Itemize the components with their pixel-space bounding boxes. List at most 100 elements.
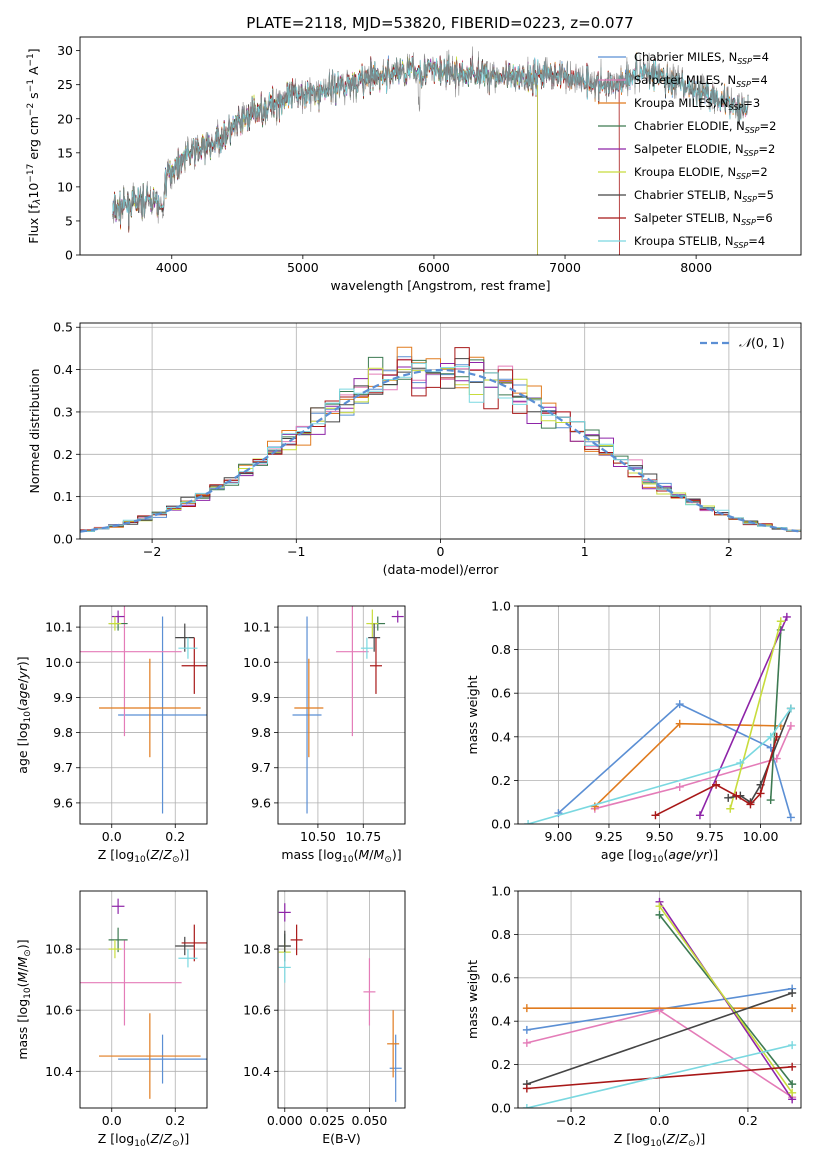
y-tick-label: 10.4 [45, 1064, 73, 1079]
series-marker [746, 800, 755, 809]
y-tick-label: 10.6 [45, 1003, 73, 1018]
x-tick-label: −2 [143, 544, 161, 559]
series-line [557, 703, 792, 818]
y-tick-label: 0.8 [491, 642, 511, 657]
series-marker [675, 782, 684, 791]
y-tick-label: 0.3 [53, 404, 73, 419]
y-tick-label: 0.8 [491, 927, 511, 942]
plot-area [80, 898, 207, 1099]
series-marker [766, 732, 775, 741]
y-tick-label: 0.4 [491, 1014, 511, 1029]
series-marker [782, 612, 791, 621]
series-marker [786, 704, 795, 713]
grid [80, 891, 207, 1108]
y-tick-label: 9.6 [251, 795, 271, 810]
x-tick-label: 8000 [680, 260, 712, 275]
x-tick-label: 0.0 [650, 1113, 670, 1128]
series-line [526, 1066, 793, 1090]
series-marker [788, 1062, 797, 1071]
series-marker [522, 1104, 531, 1108]
y-axis-label: mass [log10(M/M⊙)] [15, 939, 33, 1059]
legend-label: Salpeter STELIB, NSSP=6 [634, 211, 773, 227]
x-tick-label: −0.2 [556, 1113, 586, 1128]
axes-frame [79, 890, 208, 1109]
series-line [526, 1044, 793, 1108]
y-tick-label: 0.5 [53, 320, 73, 335]
axes-frame [277, 605, 406, 825]
y-tick-label: 0.2 [491, 773, 511, 788]
mass-vs-Z-panel: 0.0 0.2 10.4 10.6 10.8 Z [log10(Z/Z⊙)] mass [l… [15, 890, 208, 1149]
y-tick-label: 9.8 [53, 725, 73, 740]
y-tick-label: 0 [65, 248, 73, 263]
x-tick-label: 10.00 [743, 829, 779, 844]
y-tick-label: 5 [65, 213, 73, 228]
axes-frame [277, 890, 406, 1109]
x-tick-label: 0.0 [102, 829, 122, 844]
axes-frame [517, 890, 802, 1109]
series-marker [776, 617, 785, 626]
series-marker [732, 791, 741, 800]
x-tick-label: 9.25 [595, 829, 623, 844]
y-tick-label: 10.8 [243, 942, 271, 957]
y-tick-label: 9.9 [251, 690, 271, 705]
legend-label: Salpeter ELODIE, NSSP=2 [634, 142, 775, 158]
x-tick-label: 0.050 [352, 1113, 388, 1128]
x-tick-label: 0.2 [165, 829, 185, 844]
plot-area [524, 612, 795, 824]
x-tick-label: 0.0 [102, 1113, 122, 1128]
plot-area [522, 897, 797, 1108]
age-vs-Z-panel: 0.0 0.2 9.6 9.7 9.8 9.9 10.0 10.1 Z [log10(Z/Z⊙)… [15, 605, 208, 865]
x-tick-label: 0.2 [738, 1113, 758, 1128]
x-axis-label: E(B-V) [322, 1131, 361, 1146]
series-marker [675, 719, 684, 728]
x-tick-label: −1 [287, 544, 305, 559]
y-axis-label: Normed distribution [27, 369, 42, 494]
y-axis-label: Flux [fλ10−17 erg cm−2 s−1 A−1] [26, 48, 43, 243]
series-line [769, 629, 782, 801]
y-tick-label: 0.0 [491, 817, 511, 832]
y-tick-label: 0.0 [53, 532, 73, 547]
y-tick-label: 0.4 [53, 362, 73, 377]
y-tick-label: 9.6 [53, 795, 73, 810]
y-tick-label: 30 [57, 43, 73, 58]
series-line [526, 992, 793, 1085]
y-tick-label: 0.4 [491, 729, 511, 744]
series-marker [724, 793, 733, 802]
series-marker [522, 1084, 531, 1093]
y-tick-label: 10 [57, 179, 73, 194]
histogram-panel: −2 −1 0 1 2 0.0 0.1 0.2 0.3 0.4 0.5 (data-model)/er… [27, 320, 802, 577]
series-marker [726, 804, 735, 813]
series-marker [651, 811, 660, 820]
y-tick-label: 10.4 [243, 1064, 271, 1079]
series-marker [788, 1004, 797, 1013]
x-tick-label: 0.000 [267, 1113, 303, 1128]
series-marker [655, 910, 664, 919]
series-marker [788, 1041, 797, 1050]
figure-title: PLATE=2118, MJD=53820, FIBERID=0223, z=0… [246, 14, 633, 32]
series-line [594, 725, 792, 810]
x-tick-label: 2 [725, 544, 733, 559]
legend-label: Chabrier STELIB, NSSP=5 [634, 188, 774, 204]
legend-label: Salpeter MILES, NSSP=4 [634, 73, 768, 89]
plot-area [292, 606, 404, 814]
y-axis-label: age [log10(age/yr)] [15, 656, 33, 773]
series-marker [788, 988, 797, 997]
spectrum-panel: 4000 5000 6000 7000 8000 0 5 10 15 20 25 30 waveleng… [26, 36, 802, 293]
series-marker [655, 902, 664, 911]
series-marker [772, 754, 781, 763]
legend-label: Kroupa ELODIE, NSSP=2 [634, 165, 768, 181]
series-marker [786, 813, 795, 822]
x-axis-label: wavelength [Angstrom, rest frame] [330, 278, 550, 293]
y-tick-label: 0.0 [491, 1101, 511, 1116]
y-tick-label: 20 [57, 111, 73, 126]
series-marker [788, 1088, 797, 1097]
y-tick-label: 0.6 [491, 686, 511, 701]
series-marker [695, 811, 704, 820]
series-marker [736, 758, 745, 767]
x-axis-label: age [log10(age/yr)] [601, 847, 718, 865]
series-line [655, 736, 778, 817]
y-tick-label: 0.6 [491, 970, 511, 985]
series-marker [712, 780, 721, 789]
y-tick-label: 9.7 [53, 760, 73, 775]
